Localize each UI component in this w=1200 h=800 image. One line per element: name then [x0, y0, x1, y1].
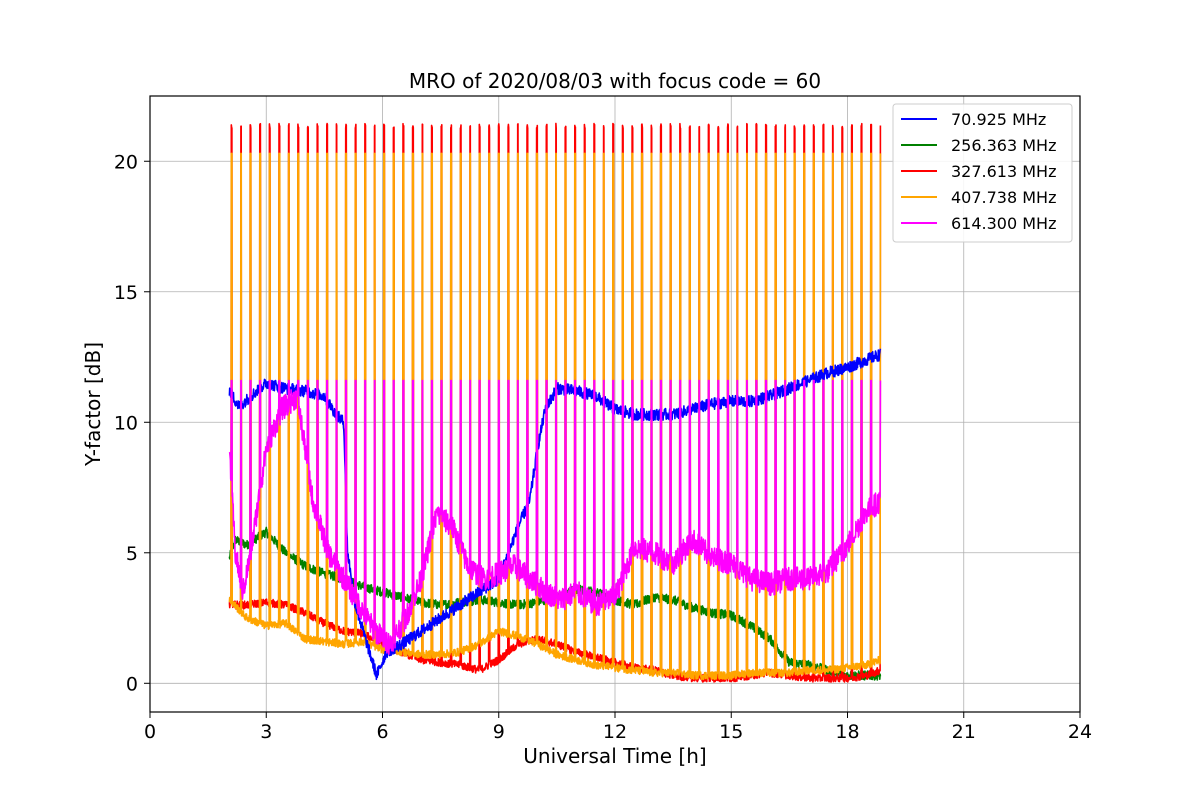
y-tick-label: 0	[126, 673, 138, 695]
x-tick-label: 6	[376, 721, 388, 743]
legend-label: 256.363 MHz	[951, 136, 1056, 155]
y-tick-label: 15	[114, 282, 138, 304]
x-tick-label: 0	[144, 721, 156, 743]
x-tick-label: 24	[1068, 721, 1092, 743]
x-tick-label: 3	[260, 721, 272, 743]
legend-label: 327.613 MHz	[951, 162, 1056, 181]
y-tick-label: 10	[114, 412, 138, 434]
legend-box	[892, 103, 1073, 243]
x-tick-label: 12	[603, 721, 627, 743]
x-axis-label: Universal Time [h]	[523, 744, 706, 768]
series-line	[228, 152, 882, 681]
x-tick-label: 15	[719, 721, 743, 743]
x-tick-label: 18	[835, 721, 859, 743]
x-tick-label: 21	[952, 721, 976, 743]
chart-title: MRO of 2020/08/03 with focus code = 60	[409, 69, 821, 93]
series-line	[228, 348, 882, 681]
legend-label: 70.925 MHz	[951, 110, 1046, 129]
legend: 70.925 MHz 256.363 MHz 327.613 MHz 407.738 …	[892, 103, 1073, 243]
y-tick-label: 5	[126, 543, 138, 565]
x-tick-label: 9	[493, 721, 505, 743]
legend-label: 407.738 MHz	[951, 188, 1056, 207]
legend-label: 614.300 MHz	[951, 214, 1056, 233]
plot-series	[228, 122, 882, 683]
series-line	[228, 379, 882, 655]
y-axis: 0 5 10 15 20	[114, 151, 150, 695]
x-axis: 0 3 6 9 12 15 18 21 24	[144, 712, 1092, 743]
y-tick-label: 20	[114, 151, 138, 173]
y-axis-label: Y-factor [dB]	[81, 342, 105, 467]
